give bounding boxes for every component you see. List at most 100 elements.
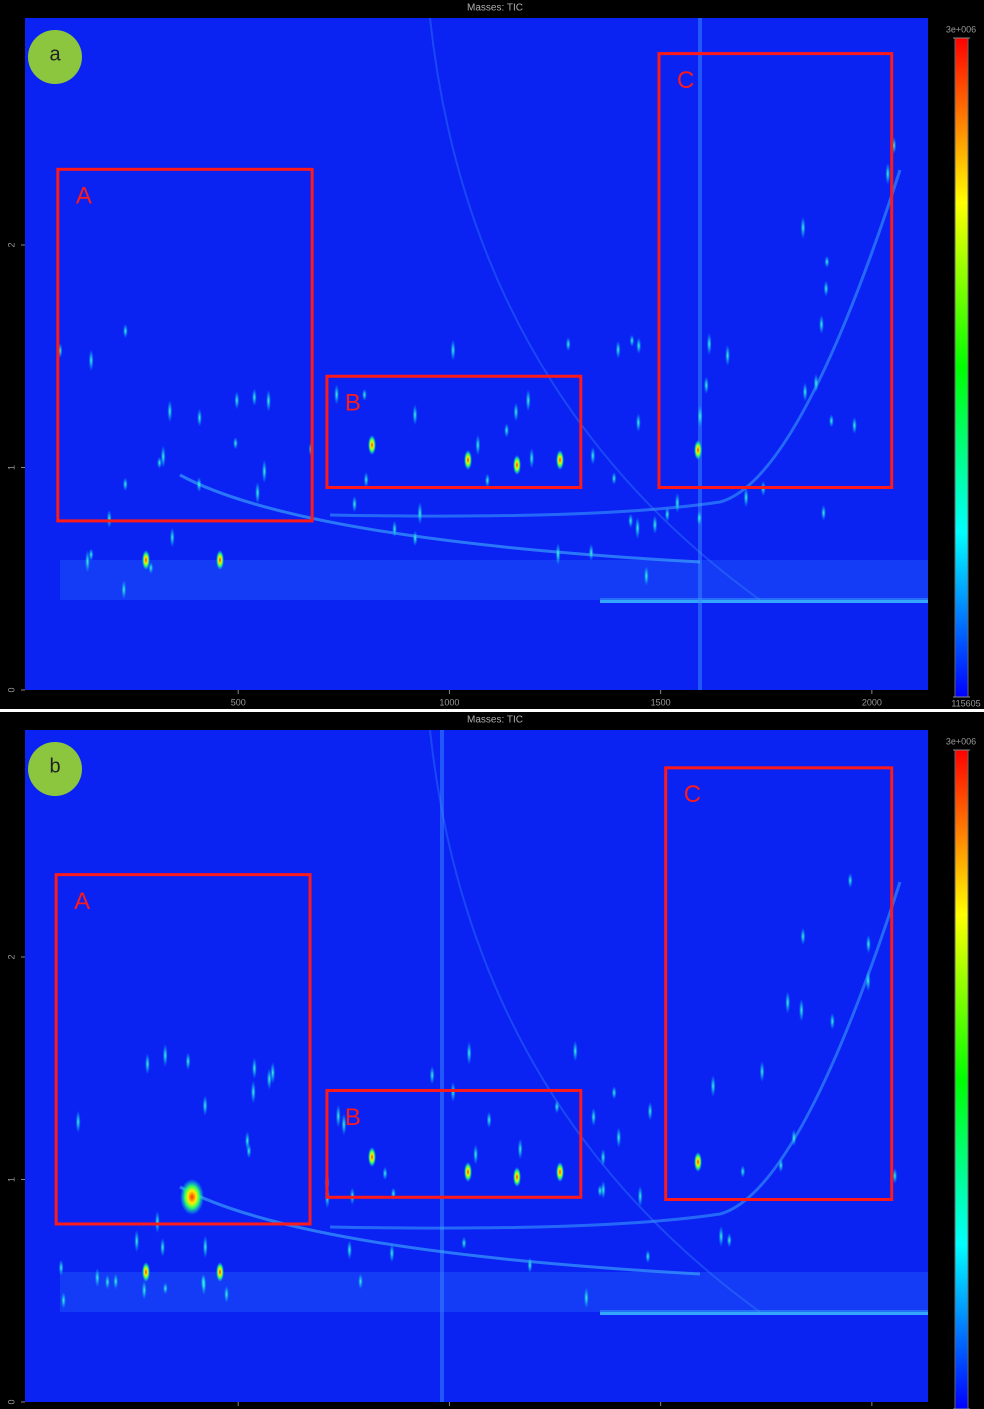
- spot: [645, 1250, 650, 1263]
- spot: [866, 935, 871, 954]
- spot: [800, 928, 805, 945]
- spot: [556, 543, 561, 566]
- y-tick-label: 0: [6, 1399, 16, 1404]
- spot: [675, 493, 680, 514]
- spot: [697, 511, 702, 526]
- region-label: C: [677, 67, 694, 94]
- spot: [566, 337, 571, 351]
- spot: [89, 349, 94, 371]
- spot: [590, 447, 595, 465]
- peak: [368, 435, 376, 455]
- spot: [201, 1275, 206, 1296]
- spot: [698, 405, 703, 428]
- spot: [504, 423, 509, 438]
- spot: [203, 1235, 208, 1258]
- spot: [824, 256, 829, 268]
- spot: [725, 345, 730, 367]
- spot: [197, 409, 202, 427]
- baseline-band: [60, 1272, 930, 1312]
- spot: [819, 315, 824, 335]
- spot: [485, 473, 490, 487]
- spot: [473, 1144, 478, 1165]
- spot: [707, 332, 712, 355]
- spot: [123, 324, 128, 339]
- y-tick-label: 2: [6, 242, 16, 247]
- spot: [829, 414, 834, 428]
- spot: [157, 457, 162, 469]
- spot: [616, 1127, 621, 1148]
- spot: [113, 1273, 118, 1289]
- y-tick-label: 0: [6, 687, 16, 692]
- spot: [628, 513, 633, 528]
- peak: [142, 550, 150, 570]
- colorbar: [955, 38, 968, 697]
- spot: [760, 1061, 765, 1082]
- spot: [266, 390, 271, 413]
- colorbar-max-label: 3e+006: [946, 736, 976, 746]
- spot: [270, 1062, 275, 1084]
- peak: [513, 455, 521, 475]
- spot: [648, 1102, 653, 1121]
- spot: [417, 502, 422, 525]
- peak: [142, 1262, 150, 1282]
- peak: [216, 1262, 224, 1282]
- spot: [612, 472, 617, 485]
- spot: [529, 448, 534, 469]
- spot: [526, 389, 531, 412]
- vertical-streak: [440, 730, 444, 1402]
- spot: [105, 1274, 110, 1289]
- spot: [799, 999, 804, 1022]
- spot: [412, 404, 417, 425]
- spot: [121, 580, 126, 599]
- spot: [785, 991, 790, 1014]
- spot: [814, 374, 819, 393]
- spot: [451, 339, 456, 361]
- spot: [597, 1185, 602, 1197]
- plot-area: [25, 18, 930, 690]
- spot: [197, 477, 202, 492]
- spot: [163, 1044, 168, 1067]
- spot: [170, 527, 175, 547]
- spot: [629, 335, 634, 347]
- spot: [413, 530, 418, 546]
- spot: [134, 1230, 139, 1253]
- spot: [616, 341, 621, 359]
- spot: [352, 496, 357, 513]
- spot: [358, 1273, 363, 1289]
- peak: [180, 1179, 204, 1215]
- spot: [167, 400, 172, 423]
- spot: [123, 477, 128, 491]
- spot: [347, 1240, 352, 1260]
- vertical-streak: [698, 18, 702, 690]
- peak: [556, 1162, 564, 1182]
- spot: [61, 1292, 66, 1309]
- peak: [556, 450, 564, 470]
- spot: [163, 1282, 168, 1294]
- chart-title: Masses: TIC: [467, 715, 523, 726]
- spot: [527, 1257, 532, 1273]
- spot: [160, 1238, 165, 1257]
- spot: [778, 1158, 783, 1172]
- peak: [513, 1167, 521, 1187]
- region-label: A: [74, 888, 90, 915]
- spot: [573, 1040, 578, 1061]
- spot: [704, 376, 709, 394]
- spot: [389, 1244, 394, 1263]
- x-tick-label: 500: [231, 697, 246, 707]
- spot: [89, 548, 94, 561]
- spot: [475, 434, 480, 455]
- spot: [652, 515, 657, 534]
- region-label: B: [345, 1104, 361, 1131]
- spot: [591, 1108, 596, 1126]
- spot: [252, 388, 257, 406]
- spot: [336, 1104, 341, 1127]
- spot: [76, 1110, 81, 1133]
- spot: [255, 481, 260, 504]
- plot-area: [25, 730, 930, 1402]
- spot: [245, 1131, 250, 1151]
- spot: [866, 970, 871, 992]
- y-tick-label: 1: [6, 465, 16, 470]
- spot: [467, 1041, 472, 1065]
- x-tick-label: 1500: [651, 697, 671, 707]
- spot: [848, 873, 853, 888]
